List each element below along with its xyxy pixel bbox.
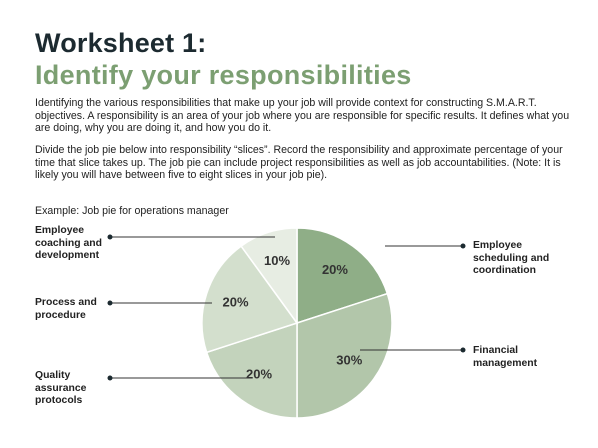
paragraph: Identifying the various responsibilities… (35, 97, 570, 134)
slice-label: 20% (322, 262, 348, 277)
legend-label: Process and procedure (35, 297, 97, 321)
chart-caption: Example: Job pie for operations manager (35, 205, 229, 217)
pie-slice (296, 292, 393, 419)
pie-slice (201, 245, 299, 354)
slice-label: 10% (264, 253, 290, 268)
worksheet-title: Worksheet 1: (35, 28, 207, 58)
leader-dot (460, 243, 466, 249)
legend-label: Employee scheduling and coordination (473, 240, 550, 276)
paragraph: Divide the job pie below into responsibi… (35, 144, 563, 181)
leader-dot (107, 375, 113, 381)
leader-dot (460, 347, 466, 353)
pie-slice (240, 227, 298, 326)
pie-slice (205, 321, 298, 419)
slice-label: 20% (246, 367, 272, 382)
slice-label: 20% (223, 294, 249, 309)
legend-label: Employee coaching and development (35, 225, 102, 261)
pie-slice (296, 227, 389, 325)
worksheet-subtitle: Identify your responsibilities (35, 60, 412, 90)
slice-label: 30% (336, 352, 362, 367)
leader-dot (107, 300, 113, 306)
legend-label: Quality assurance protocols (35, 370, 87, 406)
legend-label: Financial management (473, 345, 538, 369)
leader-dot (107, 234, 113, 240)
